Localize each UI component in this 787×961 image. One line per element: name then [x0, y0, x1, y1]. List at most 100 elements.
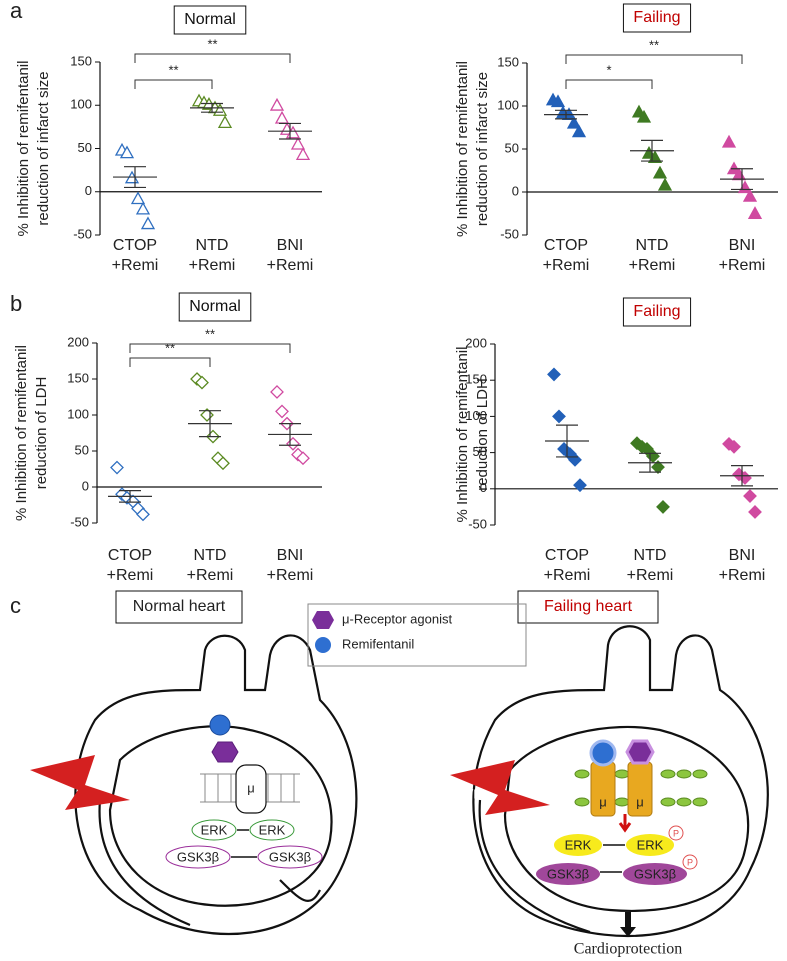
arrow — [620, 927, 636, 937]
y-tick-label: 100 — [67, 406, 89, 421]
data-point — [130, 191, 146, 205]
y-tick-label: 200 — [67, 334, 89, 349]
data-point — [721, 134, 737, 148]
phospho-label: P — [687, 857, 693, 867]
bracket — [129, 343, 291, 353]
arrow — [618, 814, 632, 833]
kinase-label: GSK3β — [269, 849, 311, 864]
phospho — [668, 825, 684, 841]
legend-marker — [315, 637, 331, 653]
receptor — [235, 764, 267, 814]
receptor-label: μ — [599, 794, 607, 809]
data-point — [747, 206, 763, 219]
bracket — [565, 54, 743, 64]
y-tick-label: 150 — [67, 370, 89, 385]
data-point — [742, 188, 758, 202]
bracket — [134, 53, 291, 63]
x-tick-label: +Remi — [629, 257, 676, 274]
y-axis-label: % Inhibition of remifentanil — [454, 61, 471, 237]
error-bar — [119, 490, 141, 503]
kinase — [249, 819, 295, 841]
heart-wall — [279, 879, 321, 902]
diagram — [30, 590, 769, 938]
error-bar — [124, 166, 146, 189]
data-point — [296, 451, 310, 466]
kinase — [554, 834, 602, 856]
x-tick-label: CTOP — [545, 547, 589, 564]
significance-label: ** — [649, 37, 659, 52]
x-tick-label: +Remi — [107, 567, 154, 584]
kinase-label: ERK — [201, 822, 228, 837]
chart-title: Normal — [184, 11, 236, 28]
panel-label: b — [10, 291, 22, 316]
injury: I/R — [46, 781, 63, 796]
heart-title: Normal heart — [133, 598, 226, 615]
significance-label: ** — [168, 62, 178, 77]
remifentanil — [589, 739, 617, 767]
y-tick-label: 0 — [82, 478, 89, 493]
chart: -50 0 50 100 150 200 Normal % Inhibition of rem… — [13, 292, 322, 584]
data-point — [547, 367, 561, 382]
heart-wall — [98, 799, 191, 927]
y-tick-label: -50 — [500, 226, 519, 241]
x-tick-label: +Remi — [543, 257, 590, 274]
kinase-label: GSK3β — [634, 866, 676, 881]
data-point — [270, 385, 284, 399]
y-tick-label: 150 — [497, 54, 519, 69]
y-axis-label: % Inhibition of remifentanil — [13, 345, 30, 521]
data-point — [119, 145, 135, 159]
x-tick-label: +Remi — [719, 567, 766, 584]
significance-label: ** — [205, 326, 215, 341]
chart: -50 0 50 100 150 Failing % Inhibition of remif… — [454, 3, 778, 274]
chart: -50 0 50 100 150 Normal % Inhibition of remife… — [15, 5, 322, 274]
error-bar — [555, 109, 577, 120]
data-point — [571, 124, 587, 138]
receptor-label: μ — [636, 794, 644, 809]
error-bar — [201, 102, 223, 113]
data-point — [140, 216, 156, 230]
legend-text: Remifentanil — [342, 636, 414, 651]
x-tick-label: NTD — [194, 547, 227, 564]
bracket — [134, 79, 213, 89]
data-point — [286, 436, 300, 451]
x-tick-label: +Remi — [112, 257, 159, 274]
data-point — [216, 456, 230, 471]
kinase — [536, 863, 600, 885]
y-axis-label: reduction of infarct size — [474, 72, 491, 226]
chart-title: Normal — [189, 298, 241, 315]
panel-label: a — [10, 0, 23, 23]
y-tick-label: 150 — [465, 372, 487, 387]
data-point — [110, 460, 124, 475]
data-point — [550, 94, 566, 108]
data-point — [573, 478, 587, 493]
heart-title: Failing heart — [544, 598, 633, 615]
y-tick-label: 0 — [480, 480, 487, 495]
y-tick-label: 50 — [505, 140, 519, 155]
chart-title: Failing — [633, 9, 680, 26]
significance-label: ** — [165, 340, 175, 355]
heart-chamber — [503, 725, 750, 912]
data-point — [135, 201, 151, 215]
data-point — [657, 177, 673, 191]
data-point — [727, 439, 741, 454]
y-tick-label: 100 — [465, 408, 487, 423]
x-tick-label: BNI — [277, 237, 304, 254]
error-bar — [731, 168, 753, 191]
data-point — [275, 404, 289, 419]
data-point — [651, 460, 665, 474]
data-point — [652, 165, 668, 179]
error-bar — [279, 423, 301, 446]
kinase — [257, 845, 323, 869]
x-tick-label: NTD — [636, 237, 669, 254]
y-axis-label: reduction of LDH — [33, 377, 50, 490]
legend-box — [307, 603, 527, 667]
data-point — [748, 505, 762, 519]
x-tick-label: +Remi — [189, 257, 236, 274]
y-tick-label: 100 — [70, 97, 92, 112]
y-tick-label: -50 — [70, 514, 89, 529]
panel-label: c — [10, 593, 21, 618]
x-tick-label: +Remi — [267, 567, 314, 584]
legend-text: μ-Receptor agonist — [342, 611, 452, 626]
error-bar — [279, 122, 301, 140]
bracket — [565, 79, 653, 89]
